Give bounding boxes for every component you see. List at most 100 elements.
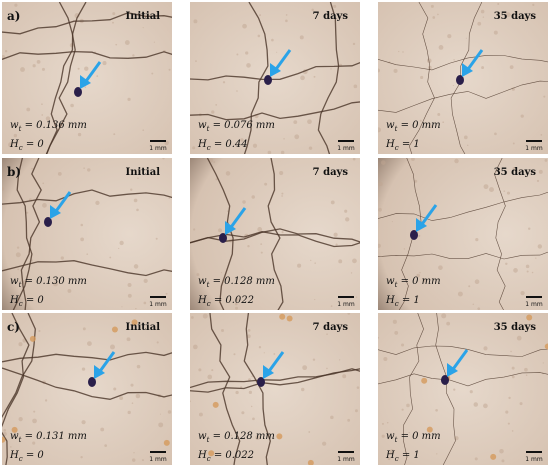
texture [394, 331, 399, 335]
texture [118, 247, 120, 250]
texture [483, 346, 488, 351]
texture [441, 313, 447, 319]
value: = 0 [23, 139, 45, 150]
symbol: H [9, 139, 19, 150]
texture [234, 302, 238, 306]
crack [190, 368, 360, 393]
texture [378, 68, 380, 73]
symbol: H [385, 450, 395, 461]
value: = 0 [23, 450, 45, 461]
healing-ratio: Hc = 1 [385, 295, 420, 308]
texture [308, 146, 313, 150]
row-label: b) [7, 165, 21, 179]
value: = 0.136 mm [21, 120, 87, 131]
texture [141, 459, 144, 462]
texture [133, 198, 138, 203]
scale-label: 1 mm [525, 145, 543, 152]
texture [389, 449, 395, 455]
texture [383, 356, 388, 361]
subscript: c [395, 144, 399, 152]
texture [411, 158, 415, 161]
texture [519, 402, 523, 406]
crack [378, 251, 548, 260]
time-label: Initial [126, 167, 161, 178]
texture [482, 16, 485, 18]
texture [87, 341, 92, 346]
subscript: c [207, 300, 211, 308]
subscript: c [207, 144, 211, 152]
texture [480, 9, 485, 14]
texture [474, 457, 478, 461]
texture [330, 200, 335, 205]
texture [347, 313, 351, 315]
texture [428, 65, 432, 70]
texture [481, 66, 485, 70]
texture [133, 452, 135, 454]
texture [279, 171, 284, 176]
value: = 0.128 mm [209, 431, 275, 442]
pore [29, 335, 36, 342]
texture [142, 129, 145, 131]
texture [153, 41, 155, 43]
crack [494, 158, 506, 310]
texture [119, 396, 124, 401]
texture [2, 55, 5, 59]
texture [392, 319, 397, 324]
texture [381, 422, 384, 425]
texture [416, 273, 421, 278]
texture [127, 410, 131, 415]
texture [422, 278, 427, 283]
symbol: w [198, 120, 207, 131]
texture [127, 282, 132, 287]
texture [333, 4, 337, 8]
texture [70, 103, 74, 108]
texture [538, 169, 543, 174]
texture [353, 84, 358, 89]
texture [401, 343, 405, 347]
crack [378, 345, 548, 357]
texture [314, 299, 316, 301]
texture [82, 327, 86, 331]
texture [233, 353, 236, 356]
texture [313, 75, 316, 78]
texture [453, 59, 455, 61]
texture [297, 263, 302, 268]
subscript: t [395, 125, 398, 133]
texture [307, 119, 312, 124]
pore [421, 377, 428, 384]
healing-ratio: Hc = 0 [9, 450, 44, 463]
texture [207, 374, 213, 380]
texture [113, 133, 116, 136]
time-label: 35 days [494, 322, 537, 333]
texture [347, 418, 351, 422]
texture [80, 455, 83, 459]
subscript: c [395, 300, 399, 308]
crack [267, 158, 284, 310]
texture [544, 158, 548, 162]
texture [44, 399, 48, 402]
value: = 0 [23, 295, 45, 306]
texture [60, 256, 64, 260]
texture [151, 72, 154, 75]
texture [213, 161, 216, 163]
texture [542, 362, 544, 364]
texture [280, 150, 285, 154]
texture [326, 367, 328, 370]
texture [352, 42, 356, 46]
value: = 1 [399, 450, 420, 461]
symbol: w [386, 431, 395, 442]
crack [209, 313, 241, 465]
texture [8, 142, 13, 148]
texture [293, 120, 298, 125]
symbol: w [198, 431, 207, 442]
pore [286, 315, 293, 322]
texture [80, 237, 84, 242]
pore [208, 450, 215, 457]
texture [235, 390, 239, 395]
texture [42, 203, 47, 208]
texture [311, 8, 314, 12]
pore [2, 436, 6, 443]
texture [465, 37, 467, 39]
texture [432, 16, 436, 19]
